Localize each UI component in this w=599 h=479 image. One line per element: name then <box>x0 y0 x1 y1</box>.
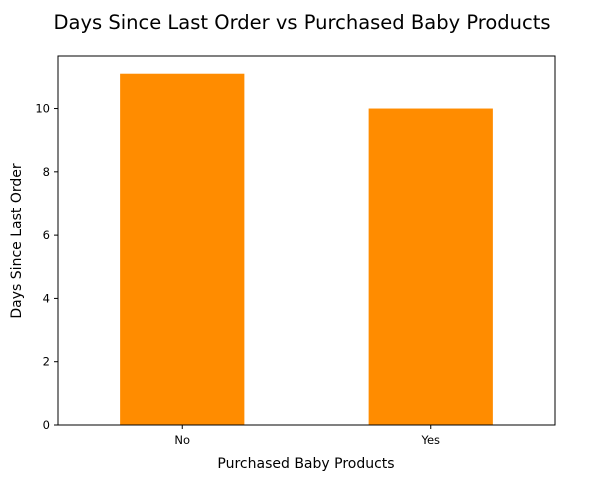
chart-title: Days Since Last Order vs Purchased Baby … <box>53 11 550 34</box>
y-tick-label: 4 <box>43 291 50 305</box>
y-tick-label: 10 <box>35 102 50 116</box>
y-axis-label: Days Since Last Order <box>9 163 25 318</box>
y-tick-label: 0 <box>43 418 50 432</box>
y-axis: 0 2 4 6 8 10 <box>35 102 58 432</box>
y-tick-label: 2 <box>43 355 50 369</box>
x-tick-label: Yes <box>420 433 440 447</box>
bar-yes <box>368 108 493 425</box>
y-tick-label: 8 <box>43 165 50 179</box>
bar-no <box>120 73 245 425</box>
x-tick-label: No <box>174 433 190 447</box>
bars-group <box>120 73 493 425</box>
x-axis-label: Purchased Baby Products <box>217 456 394 472</box>
plot-frame <box>57 55 556 426</box>
x-axis: No Yes <box>174 425 440 447</box>
y-tick-label: 6 <box>43 228 50 242</box>
